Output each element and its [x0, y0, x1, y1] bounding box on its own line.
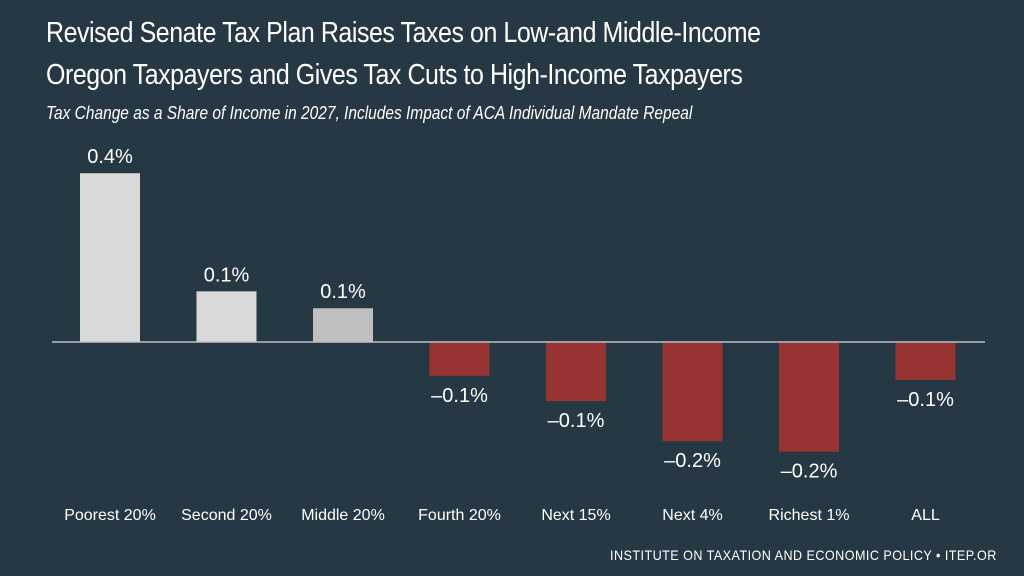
source-footer: INSTITUTE ON TAXATION AND ECONOMIC POLIC… — [610, 547, 997, 563]
category-label: Next 4% — [662, 507, 722, 524]
category-label: Middle 20% — [301, 507, 385, 524]
bar-all — [895, 342, 956, 380]
chart-title: Revised Senate Tax Plan Raises Taxes on … — [46, 12, 854, 96]
bar-next-4 — [662, 342, 723, 442]
category-label: Next 15% — [541, 507, 610, 524]
data-label: –0.2% — [781, 461, 838, 483]
data-label: –0.1% — [897, 389, 954, 411]
data-label: –0.1% — [548, 410, 605, 432]
chart-title-line2: Oregon Taxpayers and Gives Tax Cuts to H… — [46, 59, 743, 91]
bar-middle-20 — [313, 308, 373, 342]
data-label: –0.1% — [431, 385, 488, 407]
category-label: Fourth 20% — [418, 507, 501, 524]
bar-poorest-20 — [80, 173, 140, 342]
category-label: ALL — [911, 507, 940, 524]
data-label: 0.4% — [87, 146, 133, 168]
category-label: Second 20% — [181, 507, 272, 524]
category-label: Poorest 20% — [64, 507, 156, 524]
data-label: 0.1% — [204, 264, 250, 286]
chart-title-line1: Revised Senate Tax Plan Raises Taxes on … — [46, 17, 761, 49]
chart-subtitle: Tax Change as a Share of Income in 2027,… — [46, 103, 693, 123]
bar-next-15 — [546, 342, 606, 402]
category-label: Richest 1% — [769, 507, 850, 524]
data-label: 0.1% — [320, 281, 366, 303]
bar-second-20 — [196, 291, 257, 342]
bar-richest-1 — [779, 342, 839, 452]
data-label: –0.2% — [664, 450, 721, 472]
bar-fourth-20 — [429, 342, 490, 376]
